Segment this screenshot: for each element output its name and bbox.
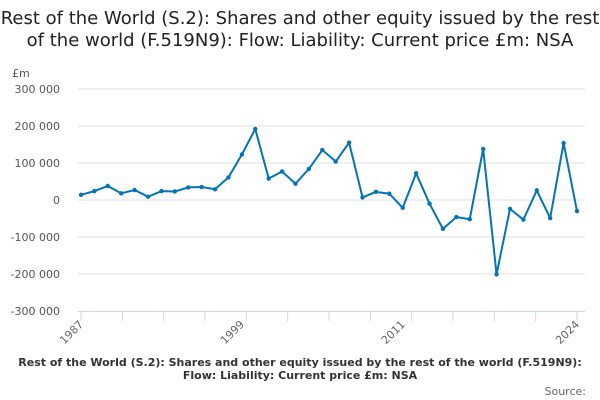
data-point	[561, 140, 566, 146]
data-point	[320, 147, 325, 153]
x-tick-label: 1999	[218, 318, 247, 347]
data-point	[507, 206, 513, 212]
data-point	[78, 192, 84, 198]
y-tick-label: 0	[53, 194, 60, 207]
data-point	[427, 201, 432, 206]
data-point	[346, 140, 352, 145]
y-tick-label: 200 000	[15, 120, 61, 133]
x-tick-label: 1987	[57, 318, 86, 347]
chart-title: Rest of the World (S.2): Shares and othe…	[0, 8, 600, 51]
line-chart: £m 300 000 200 000 100 000 0 -100 000 -200 000…	[11, 67, 585, 347]
data-point	[494, 272, 499, 277]
chart-caption: Rest of the World (S.2): Shares and othe…	[18, 356, 582, 382]
data-point	[239, 152, 245, 157]
data-point	[480, 146, 486, 152]
y-tick-label: -200 000	[11, 268, 60, 281]
data-point	[105, 183, 111, 189]
x-tick-label: 2011	[379, 318, 408, 347]
data-point	[440, 226, 446, 232]
x-tick-label: 2024	[553, 318, 582, 347]
data-point	[199, 184, 204, 190]
data-line	[80, 127, 578, 276]
data-point	[521, 217, 526, 222]
data-point	[373, 189, 379, 195]
data-point	[212, 187, 218, 192]
data-point	[226, 175, 231, 180]
y-tick-label: 100 000	[15, 157, 61, 170]
data-point	[253, 126, 258, 132]
data-point	[119, 191, 124, 196]
y-tick-label: -100 000	[11, 231, 60, 244]
data-point	[360, 195, 365, 200]
data-point	[413, 171, 419, 176]
data-point	[132, 187, 137, 193]
data-point	[454, 214, 459, 220]
data-point	[467, 217, 472, 222]
data-point	[145, 194, 151, 199]
data-point	[333, 159, 338, 164]
data-point	[266, 176, 271, 181]
data-point	[172, 189, 178, 194]
data-point	[279, 169, 285, 174]
data-point	[92, 188, 97, 194]
y-tick-label: 300 000	[15, 83, 61, 96]
data-point	[574, 208, 580, 214]
data-point	[547, 215, 553, 221]
source-label: Source:	[544, 385, 587, 398]
data-point	[186, 185, 191, 190]
data-point	[534, 188, 539, 193]
y-axis-label: £m	[12, 67, 30, 80]
data-point	[306, 166, 312, 172]
y-tick-label: -300 000	[11, 305, 60, 318]
data-point	[293, 181, 298, 186]
data-point	[387, 191, 392, 196]
data-point	[400, 205, 405, 210]
data-point	[159, 188, 164, 194]
